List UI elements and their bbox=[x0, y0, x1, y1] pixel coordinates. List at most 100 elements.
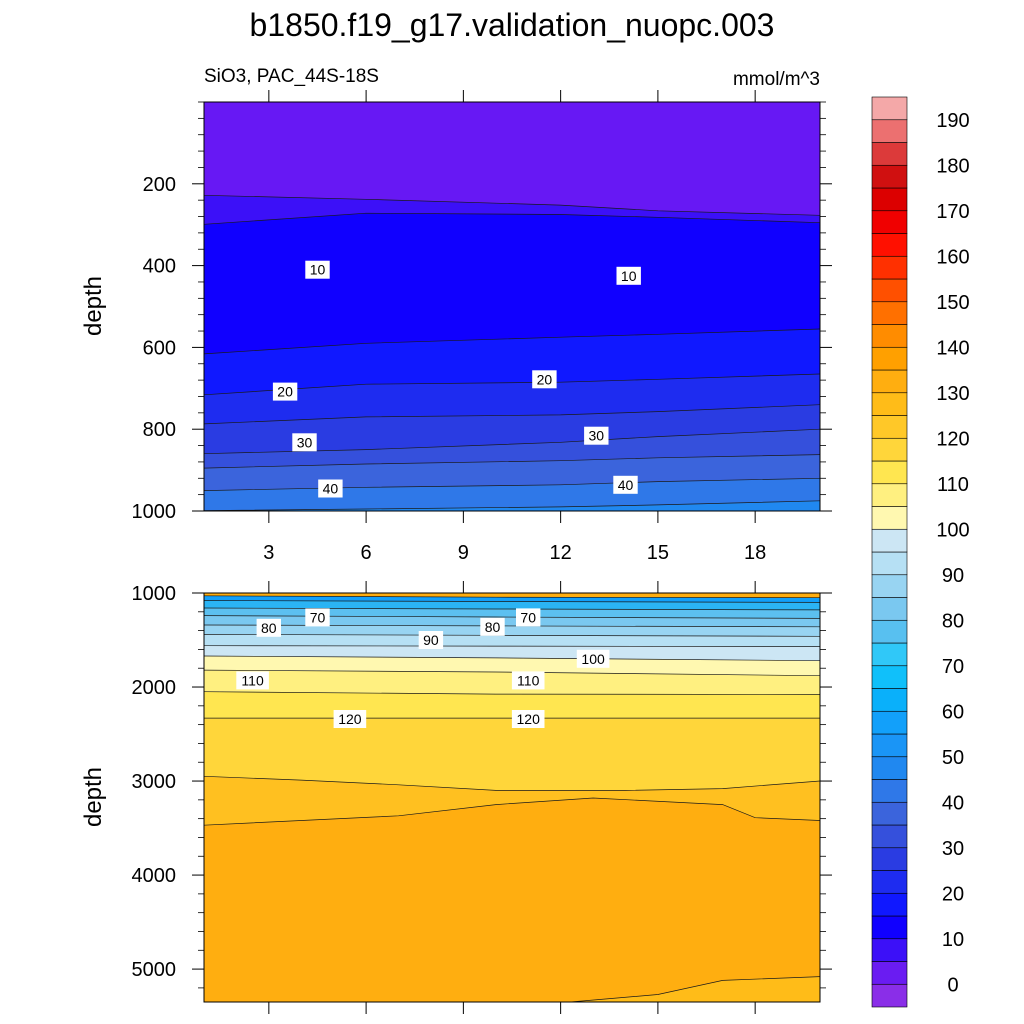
contour-label: 10 bbox=[616, 266, 641, 285]
contour-line-122 bbox=[203, 797, 821, 826]
figure-title: b1850.f19_g17.validation_nuopc.003 bbox=[250, 7, 775, 43]
contour-label-text: 70 bbox=[520, 609, 536, 625]
contour-label-box bbox=[333, 710, 367, 728]
colorbar-label: 170 bbox=[936, 201, 969, 223]
contour-line-110 bbox=[203, 691, 821, 695]
colorbar-labels: 0 10 20 30 40 50 60 70 80 90 100 110 120 130 140 150 160… bbox=[936, 110, 969, 996]
contour-label-box bbox=[576, 649, 610, 668]
contour-label-box bbox=[616, 266, 641, 285]
y-tick-label: 2000 bbox=[132, 677, 177, 699]
contour-label-box bbox=[292, 433, 317, 452]
colorbar-box bbox=[871, 369, 908, 394]
contour-label-box bbox=[305, 260, 330, 279]
colorbar-label: 150 bbox=[936, 292, 969, 314]
contour-label: 30 bbox=[584, 426, 609, 445]
upper-plot-frame bbox=[203, 101, 821, 512]
colorbar-box bbox=[871, 801, 908, 826]
contour-label-text: 110 bbox=[241, 672, 264, 688]
lower-plot-frame bbox=[203, 592, 821, 1003]
colorbar-box bbox=[871, 847, 908, 871]
colorbar-label: 80 bbox=[942, 610, 964, 632]
contour-label-text: 20 bbox=[277, 384, 293, 400]
colorbar-box bbox=[871, 164, 908, 189]
contour-line-120 bbox=[203, 775, 821, 791]
contour-band-40 bbox=[204, 478, 820, 511]
contour-line-100 bbox=[203, 655, 821, 662]
colorbar-box bbox=[871, 301, 908, 325]
contour-label-text: 110 bbox=[517, 672, 540, 688]
contour-label: 20 bbox=[272, 382, 298, 401]
colorbar-label: 130 bbox=[936, 383, 969, 405]
contour-label: 110 bbox=[236, 671, 269, 690]
contour-label-box bbox=[511, 671, 545, 690]
contour-label-text: 40 bbox=[618, 477, 634, 493]
contour-line-10 bbox=[203, 212, 821, 225]
colorbar-box bbox=[871, 96, 908, 121]
contour-label: 120 bbox=[333, 710, 367, 728]
contour-label-box bbox=[318, 479, 343, 498]
colorbar-box bbox=[871, 210, 908, 234]
contour-label: 20 bbox=[532, 370, 557, 389]
contour-label-box bbox=[516, 608, 541, 627]
colorbar-box bbox=[871, 642, 908, 667]
colorbar-box bbox=[871, 437, 908, 462]
colorbar-box bbox=[871, 506, 908, 530]
contour-label-text: 80 bbox=[485, 619, 501, 635]
contour-label-text: 70 bbox=[310, 609, 326, 625]
contour-line-70 bbox=[203, 607, 821, 611]
colorbar-label: 110 bbox=[937, 474, 969, 496]
contour-label-box bbox=[418, 631, 444, 649]
contour-label-box bbox=[511, 710, 545, 728]
contour-line-60 bbox=[203, 595, 821, 599]
contour-label: 70 bbox=[516, 608, 541, 627]
colorbar-box bbox=[871, 324, 908, 348]
upper-panel: 10 10 20 20 30 30 40 40 200 400 600 800 1000 3 6 9 12 15… bbox=[80, 90, 832, 564]
y-tick-label: 3000 bbox=[132, 771, 177, 793]
colorbar-box bbox=[871, 779, 908, 803]
contour-line-124 bbox=[570, 976, 821, 1003]
upper-contour-fills bbox=[204, 102, 820, 512]
y-tick-label: 5000 bbox=[132, 959, 177, 981]
contour-label-box bbox=[236, 671, 269, 690]
x-tick-label: 3 bbox=[263, 542, 274, 564]
colorbar-box bbox=[871, 983, 908, 1008]
y-tick-label: 1000 bbox=[132, 501, 177, 523]
contour-label: 110 bbox=[511, 671, 545, 690]
colorbar-label: 100 bbox=[936, 519, 969, 541]
colorbar-box bbox=[871, 483, 908, 507]
colorbar-label: 50 bbox=[942, 747, 964, 769]
contour-label-box bbox=[256, 618, 281, 637]
colorbar-box bbox=[871, 688, 908, 712]
x-tick-label: 6 bbox=[361, 542, 372, 564]
contour-label-box bbox=[305, 608, 330, 627]
contour-label-text: 20 bbox=[537, 371, 553, 387]
colorbar-box bbox=[871, 938, 908, 962]
contour-band-122 bbox=[204, 798, 820, 1002]
colorbar-box bbox=[871, 460, 908, 485]
contour-line-25 bbox=[203, 404, 821, 425]
colorbar-label: 0 bbox=[947, 974, 958, 996]
upper-y-axis-label: depth bbox=[80, 276, 107, 336]
x-tick-label: 15 bbox=[647, 542, 669, 564]
colorbar-label: 180 bbox=[936, 155, 969, 177]
upper-axis-ticks: 200 400 600 800 1000 3 6 9 12 15 18 bbox=[132, 90, 832, 564]
colorbar-label: 90 bbox=[942, 565, 964, 587]
colorbar-box bbox=[871, 915, 908, 940]
colorbar-box bbox=[871, 824, 908, 849]
contour-line-75 bbox=[203, 615, 821, 619]
contour-label: 120 bbox=[511, 710, 545, 728]
colorbar-box bbox=[871, 187, 908, 212]
colorbar-label: 70 bbox=[942, 656, 964, 678]
contour-line-65 bbox=[203, 600, 821, 603]
colorbar-box bbox=[871, 756, 908, 780]
contour-band-124 bbox=[570, 976, 820, 1002]
lower-contour-fills bbox=[204, 593, 820, 1002]
contour-line-5 bbox=[203, 194, 821, 216]
colorbar-label: 10 bbox=[942, 929, 964, 951]
colorbar-box bbox=[871, 255, 908, 280]
contour-label-box bbox=[584, 426, 609, 445]
colorbar-boxes bbox=[871, 96, 908, 1008]
upper-contour-lines bbox=[203, 194, 821, 511]
contour-label-text: 10 bbox=[310, 262, 326, 278]
